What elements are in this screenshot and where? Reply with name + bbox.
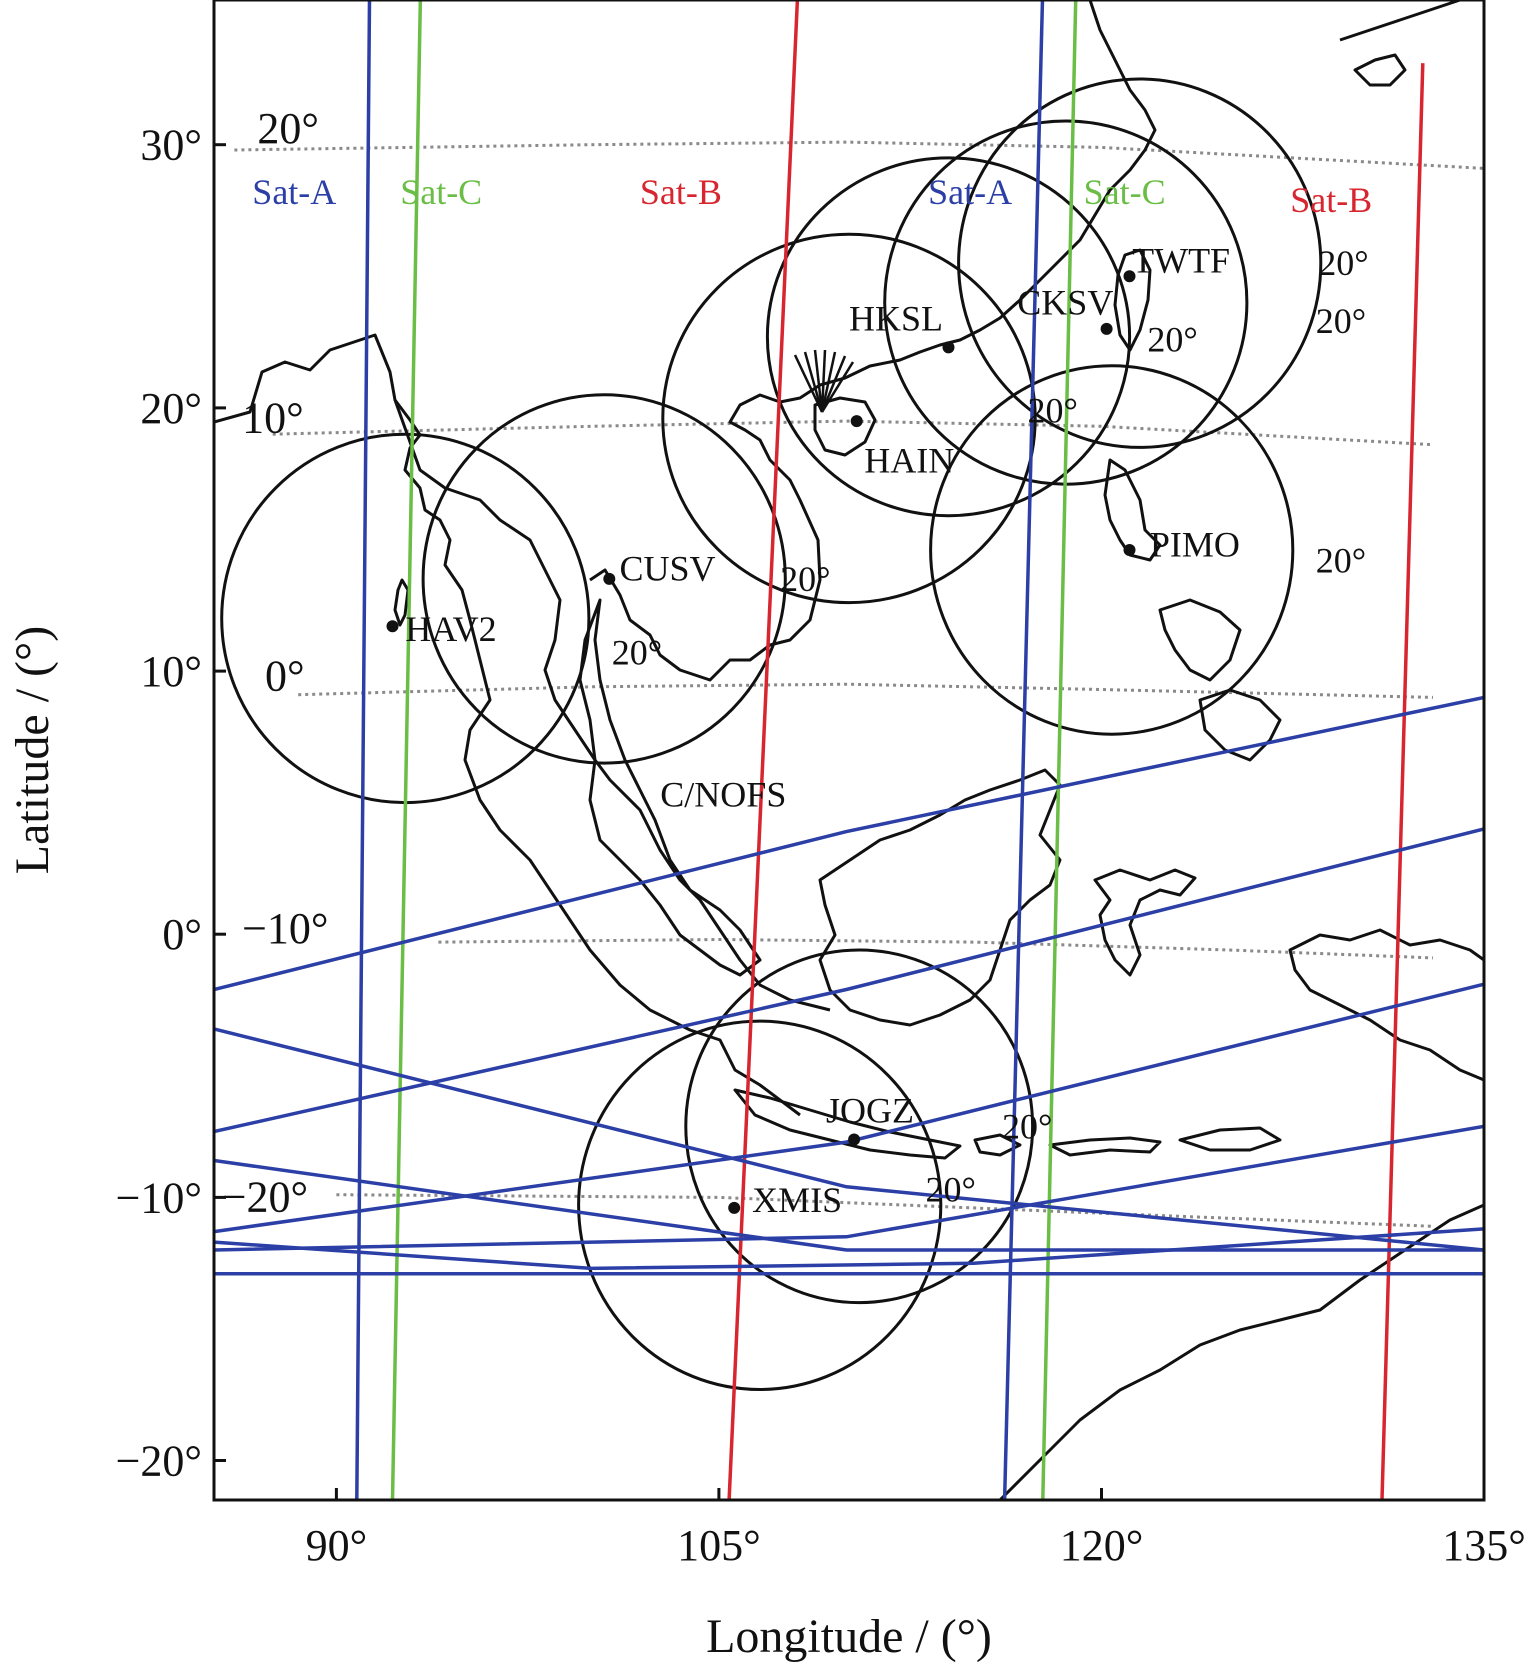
y-tick-label: −20° <box>116 1437 202 1486</box>
coverage-circle-hain <box>661 232 1037 605</box>
coastline-mainland-sea <box>393 399 831 1012</box>
x-tick-label: 90° <box>306 1521 368 1570</box>
coastline-malay-peninsula <box>578 598 762 977</box>
coverage-circle-xmis <box>577 1019 943 1392</box>
magnetic-latitude-line <box>336 1193 1434 1228</box>
magnetic-latitude-label: 0° <box>265 651 305 700</box>
coastline-java <box>733 1088 962 1160</box>
y-tick-label: −10° <box>116 1173 202 1222</box>
coverage-circle-pimo <box>929 364 1295 736</box>
plot-frame <box>212 0 1486 1502</box>
station-label-cksv: CKSV <box>1017 283 1113 323</box>
elevation-mask-label: 20° <box>1316 301 1366 341</box>
map-labels: HAV2 CUSV HAIN HKSL CKSV TWTF PIMO JOGZ XMIS 20° 2… <box>222 104 1373 1222</box>
coastline-india-myanmar <box>214 333 801 1117</box>
cnofs-label: C/NOFS <box>660 775 786 815</box>
station-label-hav2: HAV2 <box>405 609 496 649</box>
station-label-hksl: HKSL <box>849 298 943 338</box>
cnofs-track <box>214 695 1484 992</box>
station-marker-hav2 <box>386 620 399 633</box>
coverage-circle-hksl <box>765 156 1132 518</box>
x-tick-label: 135° <box>1442 1521 1526 1570</box>
cnofs-track <box>214 1124 1484 1252</box>
satellite-label-sat-b: Sat-B <box>1290 180 1372 220</box>
magnetic-latitude-label: −10° <box>242 904 328 953</box>
station-marker-xmis <box>728 1201 741 1214</box>
elevation-mask-label: 20° <box>1316 541 1366 581</box>
cnofs-tracks <box>214 695 1484 1276</box>
station-label-pimo: PIMO <box>1150 525 1240 565</box>
satellite-label-sat-a: Sat-A <box>928 172 1012 212</box>
station-marker-twtf <box>1123 270 1136 283</box>
station-marker-hksl <box>942 341 955 354</box>
stations <box>386 270 1136 1214</box>
station-label-xmis: XMIS <box>752 1180 842 1220</box>
satellite-label-sat-b: Sat-B <box>640 172 722 212</box>
satellite-label-sat-a: Sat-A <box>252 172 336 212</box>
station-label-twtf: TWTF <box>1132 241 1230 281</box>
coastline-sulawesi <box>1093 868 1197 977</box>
y-tick-label: 30° <box>140 121 202 170</box>
satellite-track-sat-b <box>727 0 800 1500</box>
elevation-mask-label: 20° <box>1028 391 1078 431</box>
elevation-mask-label: 20° <box>926 1170 976 1210</box>
elevation-mask-label: 20° <box>1147 320 1197 360</box>
coastline-japan-korea <box>1339 0 1461 87</box>
station-marker-cusv <box>603 572 616 585</box>
magnetic-latitude-label: 20° <box>257 104 319 153</box>
coverage-circle-jogz <box>684 948 1035 1305</box>
elevation-mask-label: 20° <box>612 633 662 673</box>
x-axis-title: Longitude / (°) <box>706 1610 992 1663</box>
x-tick-label: 105° <box>677 1521 761 1570</box>
axes: 90° 105° 120° 135° 30° 20° 10° 0° −10° −20° <box>116 121 1526 1570</box>
coastline-philippines <box>1103 458 1282 762</box>
magnetic-latitude-label: −20° <box>222 1172 308 1221</box>
station-label-hain: HAIN <box>864 441 954 481</box>
coverage-circle-twtf <box>957 77 1323 449</box>
plot-area <box>214 0 1484 1500</box>
station-marker-hain <box>850 415 863 428</box>
satellite-label-sat-c: Sat-C <box>400 172 482 212</box>
y-tick-label: 0° <box>162 910 202 959</box>
station-marker-pimo <box>1123 544 1136 556</box>
satellite-track-sat-c <box>1041 0 1078 1500</box>
cnofs-track <box>214 1158 1484 1252</box>
coastline-indochina <box>589 0 1157 682</box>
cnofs-track <box>214 982 1484 1234</box>
y-tick-label: 10° <box>140 647 202 696</box>
cnofs-track <box>214 1227 1484 1271</box>
x-tick-label: 120° <box>1060 1521 1144 1570</box>
elevation-mask-label: 20° <box>1318 243 1368 283</box>
cnofs-track <box>214 827 1484 1134</box>
magnetic-latitude-line <box>298 682 1434 699</box>
coastline-taiwan <box>1113 248 1152 352</box>
cnofs-track <box>214 1027 1484 1252</box>
magnetic-latitude-label: 10° <box>242 393 304 442</box>
satellite-track-sat-b <box>1380 63 1425 1500</box>
station-marker-cksv <box>1100 322 1113 335</box>
magnetic-latitude-line <box>234 140 1484 170</box>
coverage-circle-cusv <box>421 393 787 765</box>
station-marker-jogz <box>848 1133 861 1146</box>
satellite-label-sat-c: Sat-C <box>1084 172 1166 212</box>
coastline-hainan <box>813 396 877 457</box>
station-label-jogz: JOGZ <box>826 1091 914 1131</box>
elevation-mask-label: 20° <box>1002 1106 1052 1146</box>
coastline-new-guinea <box>1288 928 1484 1082</box>
y-axis-title: Latitude / (°) <box>6 626 59 874</box>
elevation-mask-label: 20° <box>780 559 830 599</box>
hain-ray-fan <box>793 349 855 413</box>
satellite-track-sat-a <box>1002 0 1045 1500</box>
y-tick-label: 20° <box>140 384 202 433</box>
coastline-lesser-sunda <box>973 1126 1282 1157</box>
station-label-cusv: CUSV <box>620 548 716 588</box>
